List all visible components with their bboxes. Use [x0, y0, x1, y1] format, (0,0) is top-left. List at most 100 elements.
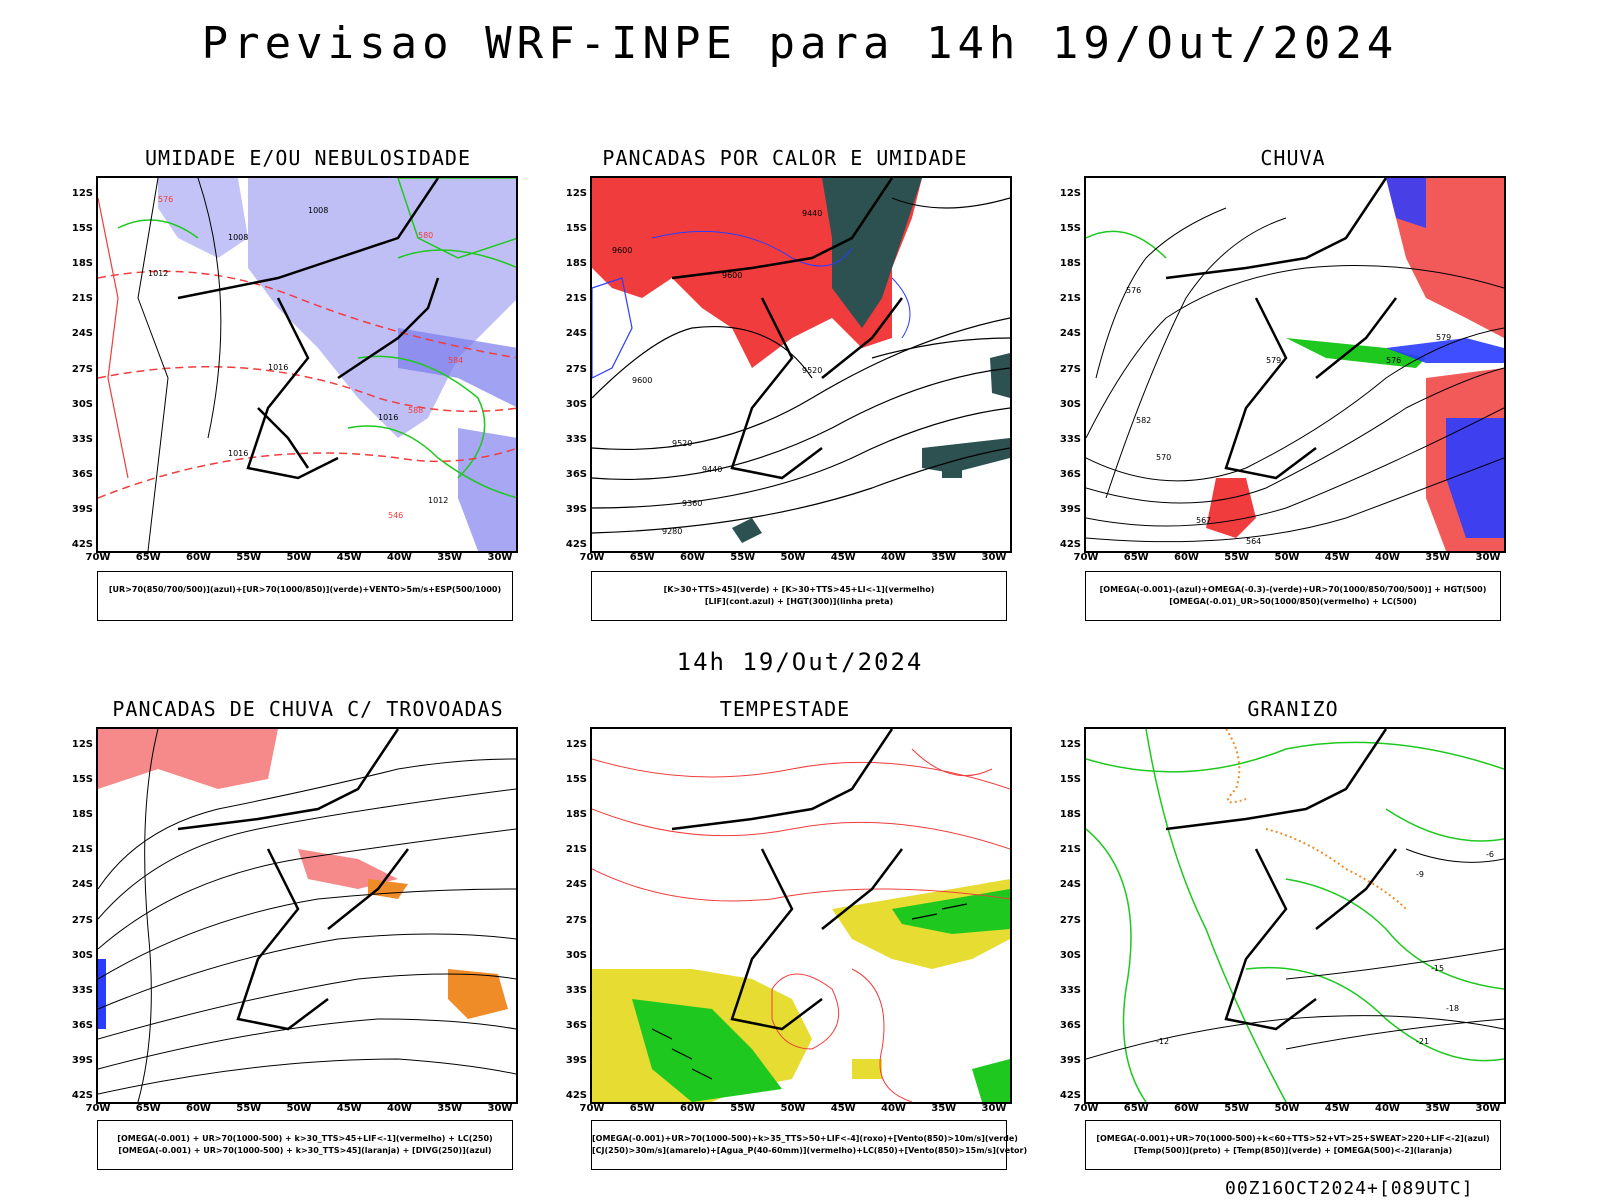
lat-tick-label: 21S [71, 293, 93, 305]
legend-line: [OMEGA(-0.001)+UR>70(1000-500)+k>35_TTS>… [592, 1134, 1018, 1143]
lat-tick-label: 27S [71, 914, 93, 926]
lat-tick-label: 24S [71, 328, 93, 340]
contour-label: 1012 [148, 269, 168, 278]
lat-tick-label: 24S [1059, 879, 1081, 891]
lat-tick-label: 30S [565, 949, 587, 961]
lon-tick-label: 60W [1174, 552, 1199, 563]
lat-tick-label: 12S [565, 739, 587, 750]
lat-tick-label: 39S [565, 1054, 587, 1066]
contour-label: 9520 [672, 439, 692, 448]
lat-tick-label: 36S [565, 1019, 587, 1031]
lon-tick-label: 60W [680, 552, 705, 563]
map-chuva: 579 582 576 570 567 564 579 576 [1084, 176, 1506, 553]
lat-tick-label: 39S [71, 1054, 93, 1066]
lon-tick-label: 35W [931, 1103, 957, 1114]
lat-tick-label: 24S [565, 328, 587, 340]
lon-tick-label: 70W [1073, 552, 1099, 563]
lat-tick-label: 36S [1059, 468, 1081, 480]
lon-tick-label: 30W [981, 552, 1007, 563]
contour-label: 9600 [722, 271, 742, 280]
lon-tick-label: 70W [85, 552, 111, 563]
lat-tick-label: 18S [71, 809, 93, 821]
lat-tick-label: 36S [1059, 1019, 1081, 1031]
contour-label: 9600 [612, 246, 632, 255]
lon-tick-label: 30W [487, 552, 513, 563]
lon-tick-label: 60W [680, 1103, 705, 1114]
lat-tick-label: 21S [71, 844, 93, 856]
lat-tick-label: 42S [71, 1090, 93, 1101]
contour-label: -15 [1431, 964, 1444, 973]
lon-tick-label: 35W [1425, 552, 1451, 563]
lon-tick-label: 45W [336, 1103, 362, 1114]
lat-tick-label: 15S [71, 223, 93, 235]
contour-label: 1008 [308, 206, 328, 215]
lat-tick-label: 21S [1059, 844, 1081, 856]
contour-label: 9280 [662, 527, 682, 536]
lat-tick-label: 27S [71, 363, 93, 375]
lon-tick-label: 35W [931, 552, 957, 563]
legend-granizo: [OMEGA(-0.001)+UR>70(1000-500)+k<60+TTS>… [1085, 1120, 1501, 1170]
lat-tick-label: 30S [71, 398, 93, 410]
map-trovoadas [96, 727, 518, 1104]
lat-tick-label: 15S [1059, 774, 1081, 786]
lon-tick-label: 65W [135, 552, 161, 563]
lon-tick-label: 55W [1224, 1103, 1250, 1114]
lon-tick-label: 70W [579, 1103, 605, 1114]
lon-tick-label: 65W [629, 1103, 655, 1114]
legend-pancadas-calor: [K>30+TTS>45](verde) + [K>30+TTS>45+LI<-… [591, 571, 1007, 621]
lon-tick-label: 50W [1274, 1103, 1300, 1114]
legend-line: [LIF](cont.azul) + [HGT(300)](linha pret… [704, 597, 894, 606]
legend-line: [OMEGA(-0.001)-(azul)+OMEGA(-0.3)-(verde… [1099, 585, 1487, 594]
contour-label: 580 [418, 231, 433, 240]
lat-tick-label: 15S [565, 223, 587, 235]
contour-label: 564 [1246, 537, 1261, 546]
contour-label: 576 [158, 195, 173, 204]
map-umidade: 1008 1008 1012 1016 1016 1016 576 580 58… [96, 176, 518, 553]
lat-tick-label: 12S [565, 188, 587, 199]
legend-line: [OMEGA(-0.01)_UR>50(1000/850)(vermelho) … [1169, 597, 1417, 606]
lon-tick-label: 50W [1274, 552, 1300, 563]
legend-tempestade: [OMEGA(-0.001)+UR>70(1000-500)+k>35_TTS>… [591, 1120, 1028, 1170]
lat-tick-label: 27S [1059, 363, 1081, 375]
contour-label: 588 [408, 406, 423, 415]
lon-tick-label: 55W [730, 552, 756, 563]
lat-tick-label: 27S [565, 914, 587, 926]
lat-tick-label: 39S [71, 503, 93, 515]
lon-tick-label: 40W [387, 1103, 412, 1114]
lat-tick-label: 42S [1059, 1090, 1081, 1101]
lon-tick-label: 45W [1324, 552, 1350, 563]
legend-line: [K>30+TTS>45](verde) + [K>30+TTS>45+LI<-… [663, 585, 935, 594]
legend-line: [CJ(250)>30m/s](amarelo)+[Agua_P(40-60mm… [592, 1146, 1028, 1155]
lon-tick-label: 30W [1475, 552, 1501, 563]
legend-line: [OMEGA(-0.001)+UR>70(1000-500)+k<60+TTS>… [1096, 1134, 1490, 1143]
lon-tick-label: 35W [1425, 1103, 1451, 1114]
lat-tick-label: 42S [1059, 539, 1081, 550]
lon-tick-label: 40W [1375, 1103, 1400, 1114]
contour-label: 582 [1136, 416, 1151, 425]
lat-tick-label: 18S [71, 258, 93, 270]
contour-label: 1016 [378, 413, 398, 422]
lon-tick-label: 50W [286, 552, 312, 563]
lat-tick-label: 15S [71, 774, 93, 786]
lat-tick-label: 30S [71, 949, 93, 961]
lon-tick-label: 45W [830, 552, 856, 563]
lon-tick-label: 60W [186, 1103, 211, 1114]
contour-label: 9600 [632, 376, 652, 385]
lat-tick-label: 42S [565, 1090, 587, 1101]
lon-tick-label: 70W [1073, 1103, 1099, 1114]
lon-tick-label: 40W [881, 1103, 906, 1114]
lat-tick-label: 36S [565, 468, 587, 480]
lat-tick-label: 24S [565, 879, 587, 891]
legend-chuva: [OMEGA(-0.001)-(azul)+OMEGA(-0.3)-(verde… [1085, 571, 1501, 621]
lon-tick-label: 70W [579, 552, 605, 563]
lon-tick-label: 65W [1123, 1103, 1149, 1114]
lat-tick-label: 21S [565, 844, 587, 856]
lon-tick-label: 50W [286, 1103, 312, 1114]
lat-tick-label: 15S [565, 774, 587, 786]
lon-tick-label: 55W [730, 1103, 756, 1114]
contour-label: -12 [1156, 1037, 1169, 1046]
lat-tick-label: 33S [1059, 433, 1081, 445]
lat-tick-label: 21S [1059, 293, 1081, 305]
lat-tick-label: 12S [1059, 188, 1081, 199]
lon-tick-label: 35W [437, 1103, 463, 1114]
